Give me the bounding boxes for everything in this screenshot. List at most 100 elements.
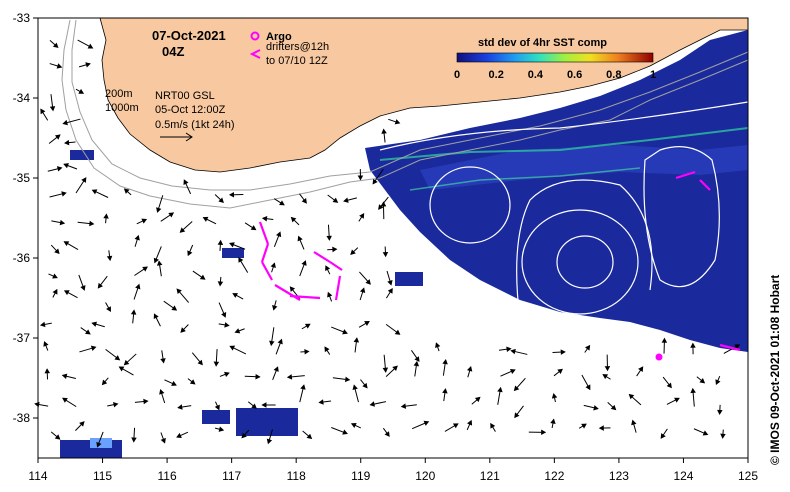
colorbar-tick-label: 0.6 [567, 69, 582, 81]
x-tick-label: 122 [544, 469, 564, 483]
current-arrow-head [91, 321, 97, 327]
current-arrow-head [52, 42, 59, 48]
y-tick-label: -36 [13, 251, 31, 265]
map-time: 04Z [162, 44, 184, 59]
current-arrow-head [141, 218, 148, 224]
scale-label: 0.5m/s (1kt 24h) [155, 119, 234, 131]
drifter-legend-icon [249, 49, 261, 59]
current-arrow-head [269, 340, 275, 347]
current-arrow-head [214, 404, 220, 411]
current-arrow-head [289, 286, 296, 292]
current-arrow-head [123, 359, 130, 366]
analysis-time: 05-Oct 12:00Z [155, 104, 226, 116]
current-arrow-head [202, 216, 209, 222]
x-tick-label: 123 [609, 469, 629, 483]
current-arrow-head [510, 348, 516, 355]
current-arrow-head [387, 279, 393, 286]
current-arrow-head [602, 374, 609, 380]
current-arrow-head [52, 288, 58, 295]
colorbar-tick-label: 0.2 [489, 69, 504, 81]
current-arrow-head [217, 281, 224, 287]
current-arrow-head [134, 234, 140, 241]
y-tick-label: -35 [13, 171, 31, 185]
current-arrow-head [217, 239, 224, 246]
colorbar-tick-label: 1 [650, 69, 656, 81]
current-arrow-head [96, 441, 102, 448]
colorbar-ticks: 0 0.2 0.4 0.6 0.8 1 [454, 69, 656, 81]
current-arrow-head [234, 328, 241, 334]
current-arrow-head [497, 386, 503, 393]
current-arrow-head [304, 323, 311, 329]
current-arrow-head [365, 279, 371, 285]
current-arrow-head [39, 321, 46, 328]
current-arrow-head [541, 429, 547, 436]
current-arrow-head [218, 197, 224, 204]
x-tick-label: 124 [673, 469, 693, 483]
current-arrow-head [350, 422, 357, 428]
current-arrow-head [197, 359, 203, 366]
argo-legend-label: Argo [266, 31, 292, 43]
current-arrow-head [54, 248, 60, 255]
current-arrow-head [318, 399, 324, 405]
current-arrow-head [241, 432, 247, 439]
current-arrow-head [40, 108, 46, 115]
current-arrow-head [560, 349, 566, 355]
current-arrow-head [54, 134, 61, 140]
current-arrow-head [90, 345, 97, 351]
current-arrow-head [352, 384, 358, 390]
current-arrow-head [176, 432, 182, 438]
current-arrow-head [638, 366, 644, 372]
current-arrow-head [306, 433, 313, 440]
current-arrow-head [344, 376, 351, 383]
x-tick-label: 118 [287, 469, 306, 483]
current-arrow-head [153, 313, 159, 320]
x-tick-label: 117 [222, 469, 241, 483]
y-tick-label: -34 [13, 91, 31, 105]
current-arrow-head [581, 423, 587, 429]
current-arrow-head [332, 197, 339, 203]
current-arrow-head [232, 293, 238, 298]
argo-float [655, 353, 663, 361]
plot-frame [37, 17, 749, 459]
current-arrow-head [387, 287, 393, 294]
current-arrow-head [180, 327, 186, 333]
current-arrow-head [343, 197, 349, 203]
current-arrow-head [160, 437, 166, 444]
isobath-200-label: 200m [105, 88, 133, 100]
current-arrow-head [189, 379, 196, 385]
current-arrow-head [142, 266, 148, 272]
current-arrow-head [414, 356, 420, 362]
current-arrow-head [56, 63, 63, 69]
current-arrow-head [382, 252, 389, 258]
current-arrow-head [362, 382, 368, 389]
current-arrow-head [342, 329, 348, 335]
current-arrow-head [114, 355, 121, 361]
y-tick-label: -33 [13, 11, 31, 25]
current-arrow-head [143, 398, 149, 405]
current-arrow-head [61, 191, 67, 197]
current-arrow-head [229, 242, 235, 248]
current-arrow-head [171, 380, 177, 386]
current-arrow-head [364, 321, 370, 326]
current-arrow-head [452, 423, 459, 429]
current-arrow-head [103, 213, 109, 219]
drifters-legend-line1: drifters@12h [266, 41, 329, 53]
scale-arrow [160, 132, 193, 142]
current-arrow-head [261, 402, 267, 408]
colorbar-tick-label: 0 [454, 69, 460, 81]
current-arrow-head [168, 212, 175, 218]
current-arrow-head [490, 422, 496, 429]
current-arrow-head [297, 235, 303, 242]
x-axis: 114 115 116 117 118 119 120 121 122 123 124 125 [28, 458, 758, 483]
current-arrow-head [85, 62, 91, 68]
current-arrow-head [326, 235, 332, 241]
credit-text: © IMOS 09-Oct-2021 01:08 Hobart [768, 275, 782, 465]
current-arrow-head [702, 430, 709, 436]
current-arrow-head [509, 368, 516, 375]
current-arrow-head [218, 426, 225, 432]
current-arrow-head [177, 404, 183, 410]
current-arrow-head [423, 420, 430, 426]
current-arrow-head [56, 166, 63, 172]
current-arrow-head [135, 283, 141, 290]
current-arrow-head [176, 288, 182, 295]
